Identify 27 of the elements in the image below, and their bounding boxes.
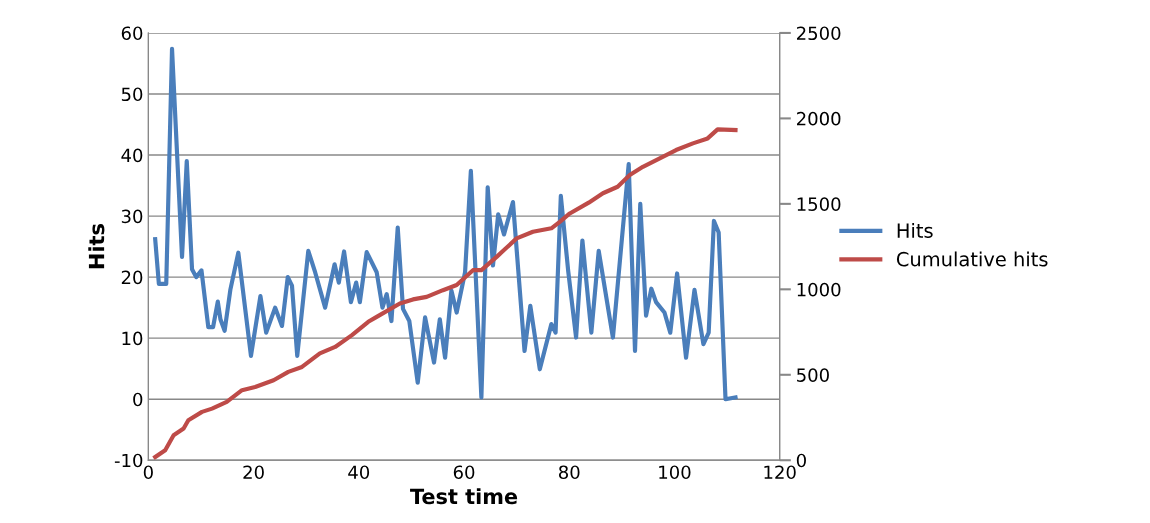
x-axis-title: Test time bbox=[410, 488, 518, 505]
y2-tick-label: 2000 bbox=[797, 111, 841, 126]
y-tick-label: 20 bbox=[121, 270, 143, 285]
line-series bbox=[153, 46, 738, 402]
y2-tick-label: 500 bbox=[797, 368, 829, 382]
x-tick-label: 120 bbox=[764, 465, 796, 480]
legend-label: Cumulative hits bbox=[896, 251, 1048, 267]
y2-tick-label: 1500 bbox=[797, 197, 841, 211]
y-axis-title: Hits bbox=[88, 224, 105, 269]
x-tick-label: 80 bbox=[558, 465, 580, 480]
y-tick-label: 60 bbox=[121, 26, 143, 41]
x-tick-label: 40 bbox=[348, 465, 370, 480]
line-series bbox=[153, 127, 738, 460]
y-tick-label: 50 bbox=[121, 87, 143, 102]
y2-tick-label: 1000 bbox=[797, 282, 841, 297]
y-tick-label: -10 bbox=[114, 453, 143, 468]
legend-label: Hits bbox=[897, 222, 933, 238]
x-tick-label: 100 bbox=[659, 465, 691, 480]
y-tick-label: 30 bbox=[121, 209, 143, 224]
y2-tick-label: 2500 bbox=[797, 26, 841, 41]
x-tick-label: 20 bbox=[243, 465, 264, 480]
y-tick-label: 40 bbox=[121, 148, 143, 163]
x-tick-label: 60 bbox=[453, 465, 475, 480]
y-tick-label: 0 bbox=[133, 392, 143, 407]
y2-tick-label: 0 bbox=[796, 453, 806, 468]
x-tick-label: 0 bbox=[143, 465, 153, 480]
y-tick-label: 10 bbox=[122, 331, 143, 346]
